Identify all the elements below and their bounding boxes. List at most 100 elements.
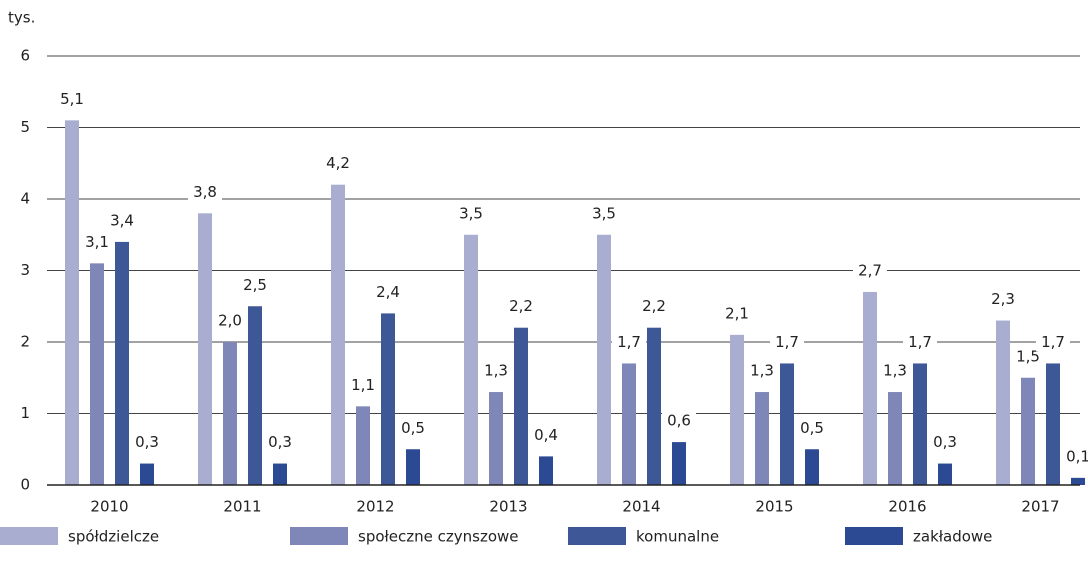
- x-tick-label: 2014: [622, 498, 660, 516]
- label-bg: [213, 310, 247, 330]
- x-tick-label: 2012: [356, 498, 394, 516]
- data-label: 2,0: [218, 312, 242, 330]
- label-bg: [1061, 445, 1088, 466]
- label-bg: [612, 331, 646, 352]
- bar: [1021, 377, 1035, 485]
- bar: [863, 291, 877, 485]
- label-bg: [529, 424, 563, 445]
- label-bg: [504, 295, 538, 316]
- x-tick-label: 2010: [90, 498, 128, 516]
- data-label: 3,5: [459, 204, 483, 222]
- y-tick-label: 5: [20, 118, 30, 136]
- data-label: 1,3: [750, 362, 774, 380]
- bar: [140, 463, 154, 485]
- label-bg: [454, 202, 488, 223]
- label-bg: [263, 431, 297, 452]
- data-label: 1,5: [1016, 347, 1040, 365]
- data-label: 2,2: [509, 297, 533, 315]
- label-bg: [80, 231, 114, 252]
- y-tick-label: 2: [20, 333, 30, 351]
- bar: [198, 213, 212, 486]
- y-tick-label: 3: [20, 261, 30, 279]
- bar: [622, 363, 636, 485]
- legend-swatch: [845, 527, 903, 545]
- bar: [90, 263, 104, 485]
- bar: [647, 327, 661, 485]
- label-bg: [853, 259, 887, 280]
- data-label: 0,3: [268, 433, 292, 451]
- data-label: 1,1: [351, 376, 375, 394]
- legend-label: zakładowe: [913, 528, 992, 546]
- data-label: 1,7: [908, 333, 932, 351]
- label-bg: [321, 152, 355, 173]
- label-bg: [479, 360, 513, 381]
- data-label: 1,7: [775, 333, 799, 351]
- data-label: 3,8: [193, 183, 217, 201]
- data-label: 0,5: [800, 419, 824, 437]
- y-axis-label: tys.: [8, 9, 35, 27]
- data-label: 0,6: [667, 412, 691, 430]
- label-bg: [903, 331, 937, 352]
- label-bg: [55, 88, 89, 109]
- data-label: 0,3: [933, 433, 957, 451]
- data-label: 0,4: [534, 426, 558, 444]
- legend-swatch: [0, 527, 58, 545]
- bar: [805, 449, 819, 485]
- legend-swatch: [568, 527, 626, 545]
- bar: [248, 306, 262, 485]
- x-tick-label: 2011: [223, 498, 261, 516]
- bar: [1046, 363, 1060, 485]
- label-bg: [346, 374, 380, 395]
- bar: [115, 241, 129, 485]
- legend-label: spółdzielcze: [68, 528, 159, 546]
- data-label: 3,1: [85, 233, 109, 251]
- y-tick-label: 1: [20, 404, 30, 422]
- x-tick-label: 2016: [888, 498, 926, 516]
- bar: [356, 406, 370, 485]
- y-tick-label: 6: [20, 47, 30, 65]
- label-bg: [928, 431, 962, 452]
- label-bg: [1036, 331, 1070, 352]
- bar: [730, 334, 744, 485]
- data-label: 5,1: [60, 90, 84, 108]
- label-bg: [371, 281, 405, 302]
- bar: [597, 234, 611, 485]
- label-bg: [986, 288, 1020, 309]
- data-label: 3,4: [110, 211, 134, 229]
- bar: [406, 449, 420, 485]
- bar: [672, 442, 686, 485]
- bar: [464, 234, 478, 485]
- data-label: 1,7: [617, 333, 641, 351]
- legend-label: komunalne: [636, 528, 719, 546]
- legend-label: społeczne czynszowe: [358, 528, 519, 546]
- bar: [514, 327, 528, 485]
- label-bg: [637, 295, 671, 316]
- data-label: 2,4: [376, 283, 400, 301]
- bar: [273, 463, 287, 485]
- data-label: 0,1: [1066, 447, 1088, 465]
- data-label: 0,3: [135, 433, 159, 451]
- data-label: 2,2: [642, 297, 666, 315]
- x-tick-label: 2015: [755, 498, 793, 516]
- bar: [539, 456, 553, 485]
- bar: [65, 120, 79, 485]
- data-label: 2,7: [858, 261, 882, 279]
- bar: [223, 342, 237, 485]
- y-tick-label: 0: [20, 476, 30, 494]
- label-bg: [720, 302, 754, 323]
- bar: [938, 463, 952, 485]
- bar: [1071, 477, 1085, 485]
- data-label: 3,5: [592, 204, 616, 222]
- label-bg: [745, 360, 779, 381]
- x-tick-label: 2017: [1021, 498, 1059, 516]
- data-label: 0,5: [401, 419, 425, 437]
- label-bg: [587, 202, 621, 223]
- data-label: 2,5: [243, 276, 267, 294]
- data-label: 2,3: [991, 290, 1015, 308]
- data-label: 1,3: [484, 362, 508, 380]
- label-bg: [770, 331, 804, 352]
- bar: [780, 363, 794, 485]
- y-tick-label: 4: [20, 190, 30, 208]
- data-label: 1,3: [883, 362, 907, 380]
